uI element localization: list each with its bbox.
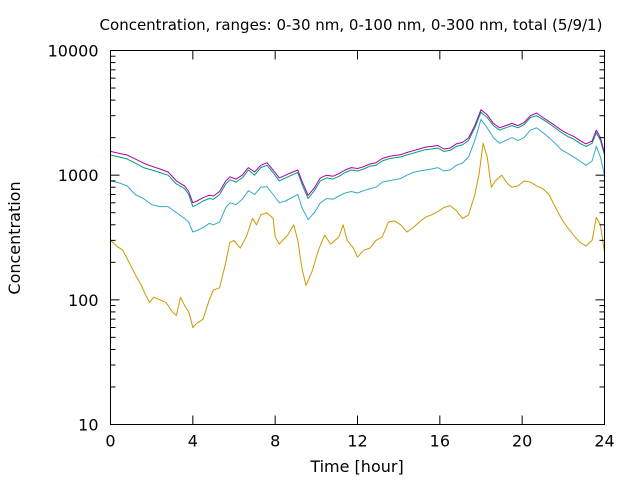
x-tick-label: 8 <box>270 432 280 451</box>
series-line-4 <box>110 109 605 204</box>
y-tick-label: 10000 <box>48 42 99 61</box>
x-tick-label: 0 <box>105 432 115 451</box>
series-layer <box>110 109 605 328</box>
x-axis-label: Time [hour] <box>309 457 403 476</box>
x-tick-label: 12 <box>347 432 367 451</box>
y-tick-label: 100 <box>68 291 99 310</box>
y-tick-label: 10 <box>78 416 98 435</box>
y-tick-label: 1000 <box>58 166 99 185</box>
x-tick-label: 16 <box>430 432 450 451</box>
series-line-1 <box>110 142 605 328</box>
x-tick-label: 20 <box>512 432 532 451</box>
series-line-3 <box>110 111 605 208</box>
x-tick-label: 4 <box>188 432 198 451</box>
x-tick-label: 24 <box>594 432 614 451</box>
y-axis-label: Concentration <box>5 181 24 294</box>
tick-layer: 0 4 8 12 16 20 24 10 100 1000 10000 <box>48 42 615 451</box>
chart-title: Concentration, ranges: 0-30 nm, 0-100 nm… <box>100 16 603 34</box>
plot-frame <box>110 50 605 425</box>
series-line-2 <box>110 118 605 233</box>
